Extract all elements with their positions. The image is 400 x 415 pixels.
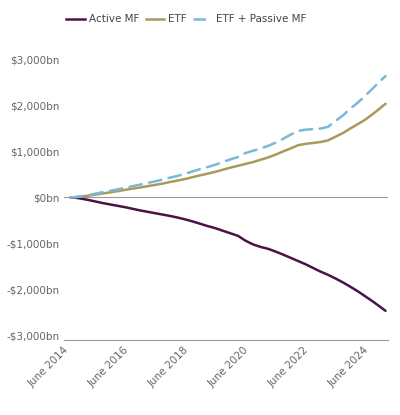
Legend: Active MF, ETF, ETF + Passive MF: Active MF, ETF, ETF + Passive MF [66,15,306,24]
